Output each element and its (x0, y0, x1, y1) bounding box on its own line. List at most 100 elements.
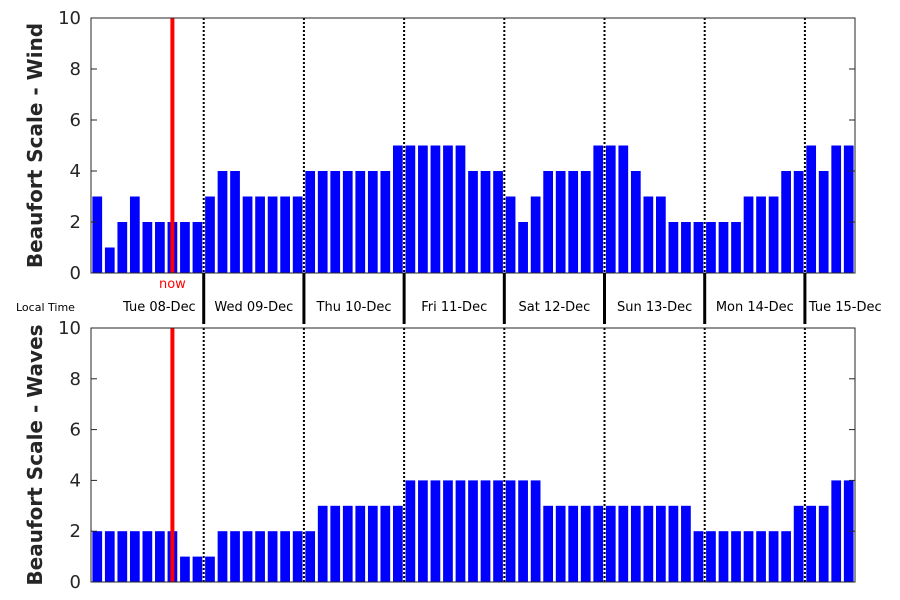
waves-bar (543, 505, 554, 582)
wind-bar (255, 196, 265, 273)
wind-bar (117, 222, 128, 273)
waves-bar (443, 480, 453, 582)
day-label: Wed 09-Dec (214, 300, 293, 315)
waves-bar (605, 505, 616, 582)
wind-bar (505, 196, 516, 273)
waves-bar (430, 480, 441, 582)
wind-bar (693, 222, 704, 273)
wind-bar (305, 171, 316, 273)
waves-bar (630, 505, 641, 582)
waves-bar (380, 505, 391, 582)
waves-ytick-label: 0 (70, 572, 81, 593)
waves-ytick-label: 6 (70, 420, 81, 441)
waves-ylabel: Beaufort Scale - Waves (23, 324, 47, 585)
wind-bar (555, 171, 566, 273)
day-label: Mon 14-Dec (716, 300, 794, 315)
waves-bar (806, 505, 817, 582)
wind-ytick-label: 0 (70, 263, 81, 284)
wind-bar (668, 222, 679, 273)
wind-bar (530, 196, 541, 273)
wind-ytick-label: 2 (70, 212, 81, 233)
waves-bar (568, 505, 579, 582)
wind-bar (217, 171, 228, 273)
wind-bar (768, 196, 779, 273)
waves-bar (342, 505, 353, 582)
wind-bar (180, 222, 190, 273)
wind-bar (480, 171, 491, 273)
waves-bar (330, 505, 341, 582)
waves-bar (317, 505, 328, 582)
waves-bar (155, 531, 165, 582)
wind-bar (580, 171, 591, 273)
waves-bar (793, 505, 804, 582)
wind-bar (706, 222, 716, 273)
wind-axes-box (90, 17, 856, 274)
waves-bar (117, 531, 128, 582)
wind-ytick-label: 4 (70, 161, 81, 182)
wind-bar (843, 145, 854, 273)
wind-bar (230, 171, 240, 273)
wind-bar (367, 171, 378, 273)
wind-bar (681, 222, 691, 273)
wind-bar (656, 196, 666, 273)
waves-bar (104, 531, 115, 582)
wind-ytick-label: 10 (58, 8, 81, 29)
waves-bar (818, 505, 829, 582)
waves-bar (367, 505, 378, 582)
waves-bar (405, 480, 416, 582)
wind-bar (743, 196, 754, 273)
wind-bar (455, 145, 466, 273)
wind-bar (380, 171, 391, 273)
waves-ytick-label: 10 (58, 318, 81, 339)
waves-bar (681, 505, 691, 582)
wind-ylabel: Beaufort Scale - Wind (23, 23, 47, 268)
waves-bar (530, 480, 541, 582)
wind-bar (443, 145, 453, 273)
wind-bar (593, 145, 604, 273)
waves-bar (756, 531, 766, 582)
waves-bar (555, 505, 566, 582)
wind-bar (568, 171, 579, 273)
waves-bar (493, 480, 503, 582)
wind-bar (104, 247, 115, 273)
waves-bar (242, 531, 253, 582)
wind-bar (342, 171, 353, 273)
waves-bar (205, 556, 215, 582)
wind-ytick-label: 6 (70, 110, 81, 131)
waves-bar (230, 531, 240, 582)
waves-bar (706, 531, 716, 582)
wind-bar (781, 171, 791, 273)
wind-bar (793, 171, 804, 273)
waves-bar (831, 480, 842, 582)
waves-bar (843, 480, 854, 582)
wind-bar (605, 145, 616, 273)
day-label: Fri 11-Dec (421, 300, 487, 315)
waves-bar (455, 480, 466, 582)
waves-bar (618, 505, 629, 582)
day-label: Tue 08-Dec (122, 300, 196, 315)
wind-bar (643, 196, 654, 273)
waves-bar (693, 531, 704, 582)
wind-bar (355, 171, 366, 273)
wind-ytick-label: 8 (70, 59, 81, 80)
wind-bar (818, 171, 829, 273)
wind-bar (731, 222, 741, 273)
waves-ytick-label: 8 (70, 369, 81, 390)
waves-bar (731, 531, 741, 582)
wind-bar (392, 145, 403, 273)
wind-bar (468, 171, 478, 273)
time-axis-strip: Local Time Tue 08-Dec Wed 09-Dec Thu 10-De… (16, 273, 882, 324)
waves-bar (255, 531, 265, 582)
waves-bar (292, 531, 303, 582)
waves-ytick-label: 4 (70, 470, 81, 491)
waves-bar (643, 505, 654, 582)
waves-bar (305, 531, 316, 582)
day-label: Sat 12-Dec (518, 300, 590, 315)
waves-bar (718, 531, 729, 582)
day-label: Sun 13-Dec (617, 300, 692, 315)
wind-bar (205, 196, 215, 273)
wind-bar (493, 171, 503, 273)
waves-bar (267, 531, 278, 582)
now-label: now (159, 277, 186, 292)
